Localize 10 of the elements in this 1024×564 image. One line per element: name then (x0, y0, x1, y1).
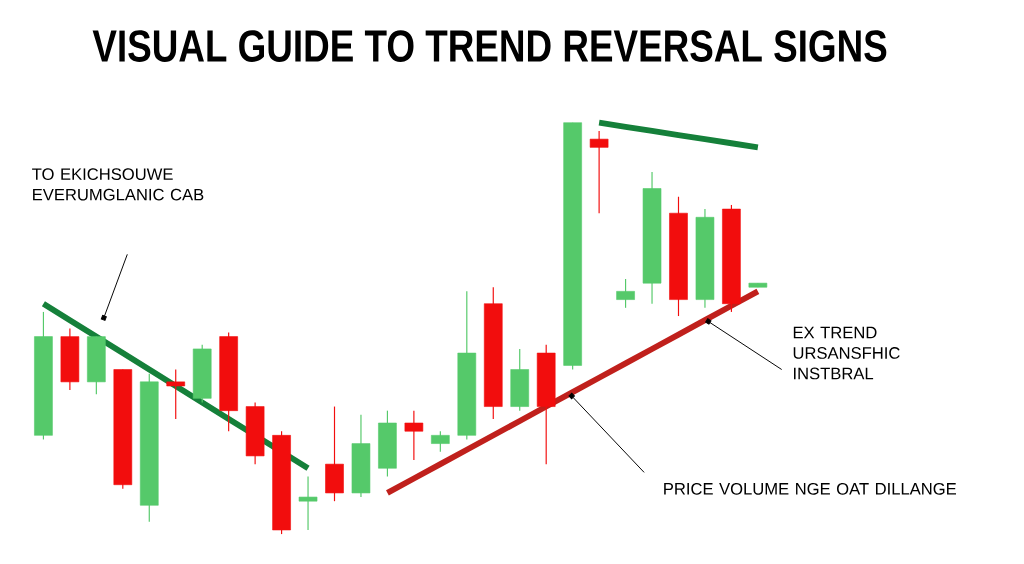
annotation: PRICE VOLUME NGE OAT DILLANGE (664, 483, 957, 495)
text: EX TREND URSANSFHIC INSTBRAL (793, 326, 900, 380)
candlestick (298, 476, 318, 531)
candlestick (589, 130, 609, 214)
candlestick (616, 278, 635, 309)
annotation: TO EKICHSOUWE EVERUMGLANIC CAB (32, 168, 204, 201)
candlestick (431, 430, 450, 453)
chart-title: VISUAL GUIDE TO TREND REVERSAL SIGNS (92, 30, 887, 63)
candlestick (404, 410, 424, 461)
candlestick (166, 369, 186, 420)
